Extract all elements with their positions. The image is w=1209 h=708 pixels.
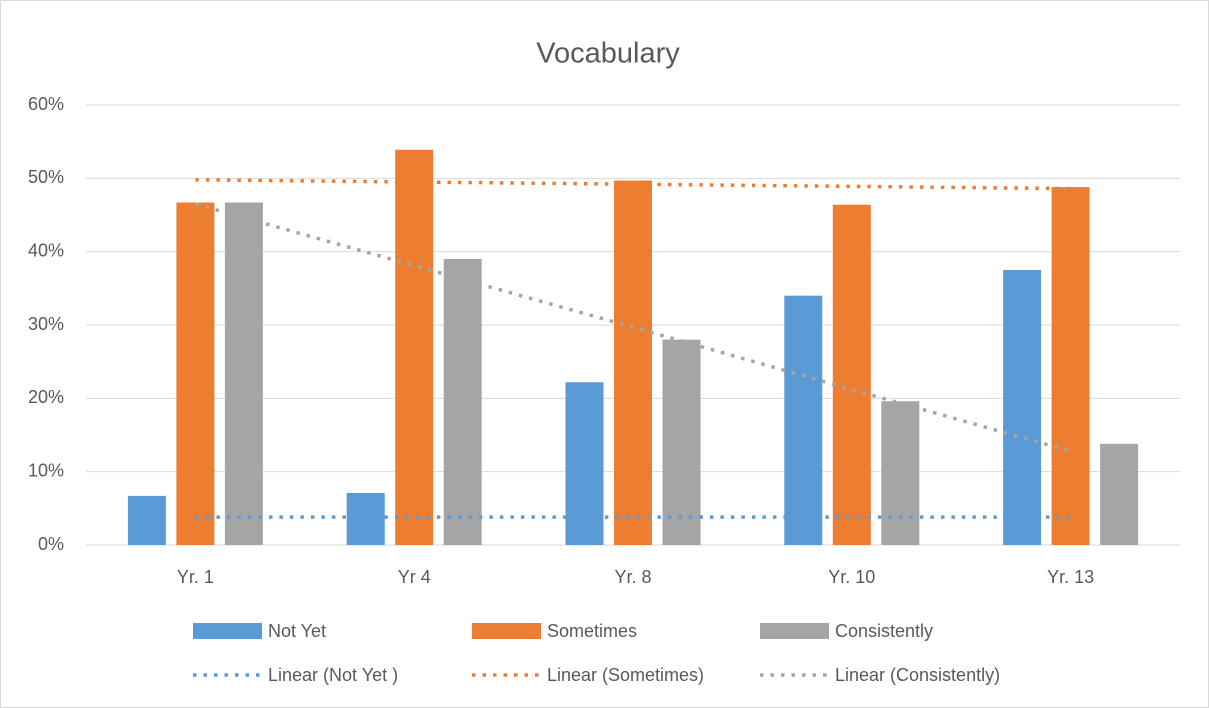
trendline <box>194 202 1072 453</box>
legend-swatch <box>472 623 541 639</box>
bar <box>614 180 652 546</box>
bar <box>346 492 385 545</box>
x-tick-label: Yr 4 <box>398 567 431 587</box>
legend-label: Sometimes <box>547 621 637 641</box>
y-tick-label: 30% <box>28 314 64 334</box>
x-tick-label: Yr. 8 <box>614 567 651 587</box>
chart-title: Vocabulary <box>536 38 680 70</box>
legend-label: Consistently <box>835 621 933 641</box>
bar <box>395 149 434 545</box>
bar <box>832 204 871 545</box>
bar <box>662 339 701 545</box>
x-tick-label: Yr. 13 <box>1047 567 1094 587</box>
bar <box>1100 443 1139 545</box>
bar <box>224 202 263 546</box>
bar <box>784 295 823 545</box>
y-tick-label: 40% <box>28 240 64 260</box>
legend-label: Not Yet <box>268 621 326 641</box>
bar <box>443 259 482 545</box>
bar <box>1003 270 1042 545</box>
bar <box>1051 187 1090 545</box>
x-tick-label: Yr. 10 <box>828 567 875 587</box>
bar <box>176 202 215 546</box>
x-tick-label: Yr. 1 <box>177 567 214 587</box>
y-tick-label: 60% <box>28 94 64 114</box>
legend-swatch <box>193 623 262 639</box>
legend-label: Linear (Not Yet ) <box>268 665 398 685</box>
y-tick-label: 0% <box>38 534 64 554</box>
y-tick-label: 50% <box>28 167 64 187</box>
legend-label: Linear (Sometimes) <box>547 665 704 685</box>
bar <box>565 382 604 545</box>
legend-label: Linear (Consistently) <box>835 665 1000 685</box>
y-tick-label: 10% <box>28 460 64 480</box>
y-tick-label: 20% <box>28 387 64 407</box>
legend-swatch <box>760 623 829 639</box>
bar <box>127 495 166 545</box>
bar <box>881 401 920 545</box>
